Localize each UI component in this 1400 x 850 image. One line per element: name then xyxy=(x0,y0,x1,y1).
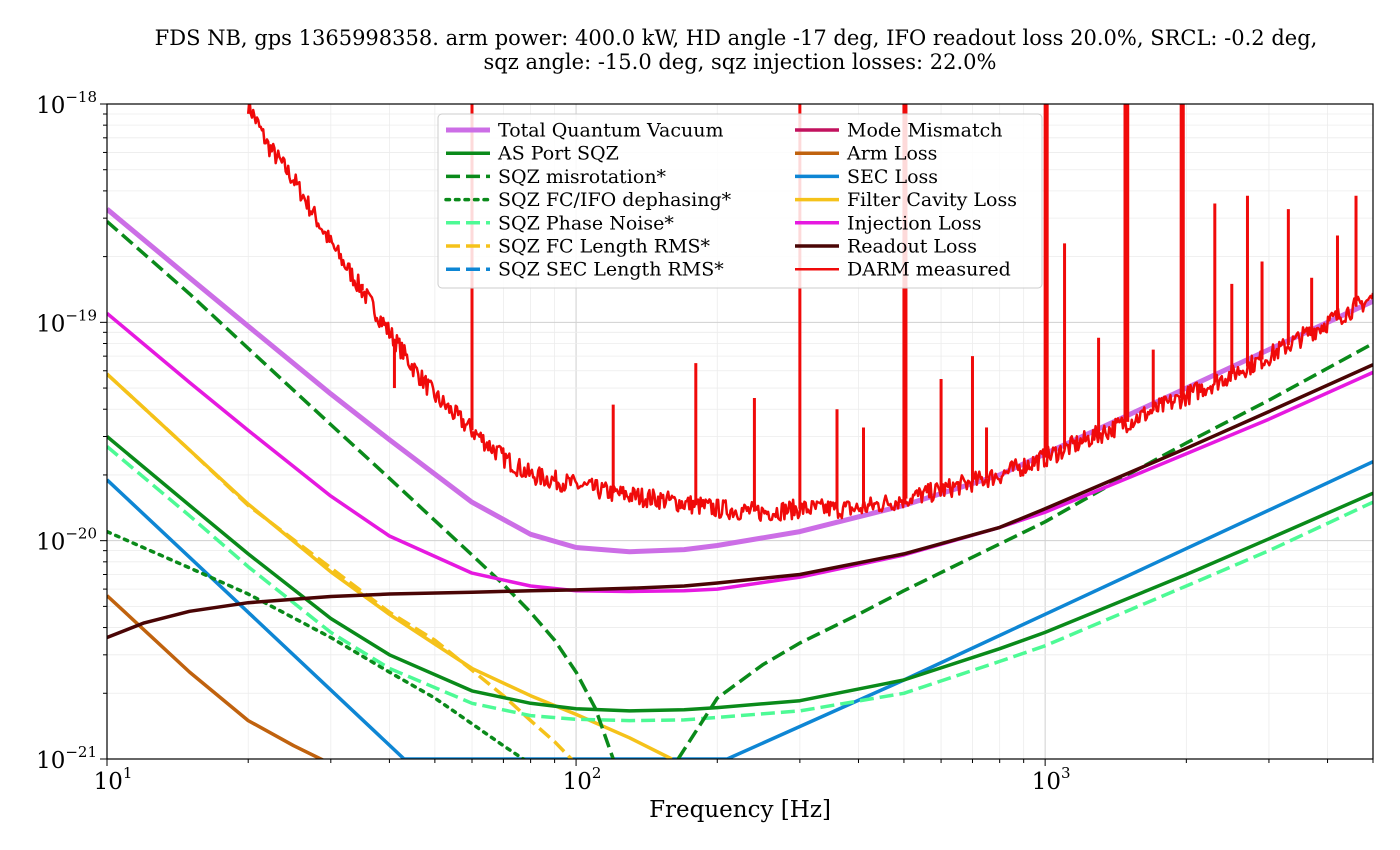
chart-title-line-1: FDS NB, gps 1365998358. arm power: 400.0… xyxy=(155,26,1318,50)
legend-label: Injection Loss xyxy=(847,212,982,234)
series-sqz-fc-length-rms xyxy=(107,372,574,759)
legend-label: SQZ FC/IFO dephasing* xyxy=(498,189,732,211)
y-tick-label: 10−20 xyxy=(36,525,97,556)
series-total-quantum-vacuum xyxy=(107,207,1373,555)
legend-label: Readout Loss xyxy=(847,236,977,258)
series-sqz-misrotation xyxy=(107,220,615,759)
legend-entry: Total Quantum Vacuum xyxy=(446,120,723,142)
series-arm-loss xyxy=(107,594,325,759)
legend-label: SQZ Phase Noise* xyxy=(498,212,674,234)
legend-label: Arm Loss xyxy=(846,143,937,165)
series-sec-loss xyxy=(107,460,1373,759)
legend-entry: Filter Cavity Loss xyxy=(795,189,1017,211)
axis-ticks xyxy=(100,103,1374,766)
legend-label: SEC Loss xyxy=(847,166,938,188)
legend-entry: SQZ misrotation* xyxy=(446,166,667,188)
x-tick-label: 103 xyxy=(1032,764,1071,795)
legend-label: DARM measured xyxy=(847,259,1011,281)
legend-entry: Arm Loss xyxy=(795,143,937,165)
series-sqz-phase-noise xyxy=(107,445,1373,723)
chart-title-line-2: sqz angle: -15.0 deg, sqz injection loss… xyxy=(483,50,996,74)
series-injection-loss xyxy=(107,311,1373,594)
x-axis-label: Frequency [Hz] xyxy=(649,797,831,823)
y-tick-label: 10−19 xyxy=(36,306,97,337)
legend-entry: Readout Loss xyxy=(795,236,977,258)
y-tick-label: 10−21 xyxy=(36,743,97,774)
legend-entry: Injection Loss xyxy=(795,212,982,234)
darm-measured-line xyxy=(246,104,1373,522)
legend-label: Filter Cavity Loss xyxy=(847,189,1017,211)
series-readout-loss xyxy=(107,363,1373,640)
legend-entry: SEC Loss xyxy=(795,166,938,188)
x-tick-label: 101 xyxy=(94,764,133,795)
series-sqz-fc-ifo-dephasing xyxy=(107,529,527,759)
legend-label: Total Quantum Vacuum xyxy=(498,120,723,142)
legend-label: Mode Mismatch xyxy=(847,120,1002,142)
legend-entry: Mode Mismatch xyxy=(795,120,1002,142)
legend-entry: SQZ FC/IFO dephasing* xyxy=(444,189,732,211)
legend-entry: DARM measured xyxy=(795,259,1011,281)
series-as-port-sqz xyxy=(107,435,1373,713)
legend-box xyxy=(437,113,1043,289)
legend-label: SQZ misrotation* xyxy=(498,166,667,188)
legend-entry: SQZ FC Length RMS* xyxy=(446,236,711,258)
legend-label: SQZ SEC Length RMS* xyxy=(498,259,724,281)
legend-label: SQZ FC Length RMS* xyxy=(498,236,711,258)
x-tick-label: 102 xyxy=(563,764,602,795)
plot-frame xyxy=(106,103,1374,760)
legend-entry: SQZ SEC Length RMS* xyxy=(446,259,724,281)
series-sqz-misrotation-upper-branch xyxy=(676,341,1373,759)
legend-entry: AS Port SQZ xyxy=(446,143,619,165)
tick-labels: 101 102 103 10−21 10−20 10−19 10−18 xyxy=(36,88,1070,795)
y-tick-label: 10−18 xyxy=(36,88,97,119)
legend-label: AS Port SQZ xyxy=(497,143,619,165)
legend-entry: SQZ Phase Noise* xyxy=(446,212,674,234)
